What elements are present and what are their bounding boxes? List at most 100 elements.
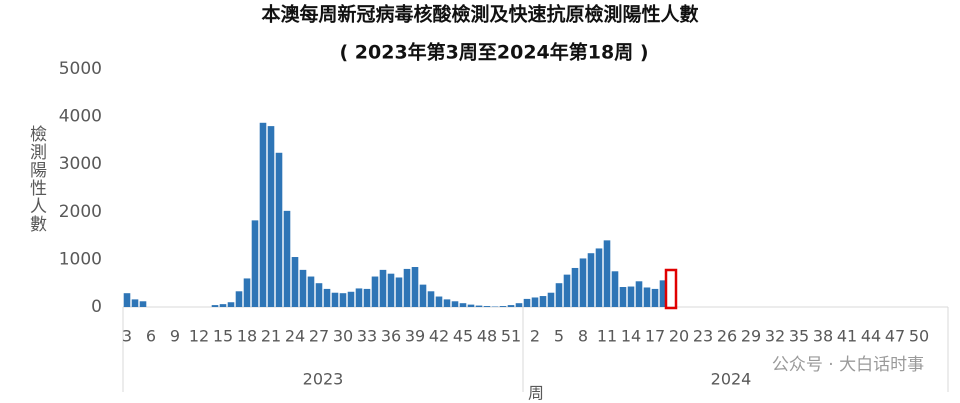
bar — [459, 303, 467, 307]
group-label: 2023 — [303, 370, 344, 389]
bar — [611, 271, 619, 307]
chart-subtitle: ( 2023年第3周至2024年第18周 ) — [339, 41, 648, 64]
group-label: 2024 — [711, 370, 752, 389]
bar — [507, 305, 515, 307]
bar — [475, 305, 483, 307]
bar — [587, 253, 595, 307]
x-tick-label: 23 — [693, 327, 713, 346]
bar — [651, 288, 659, 307]
bar — [291, 257, 299, 307]
bar — [515, 303, 523, 307]
x-tick-label: 30 — [333, 327, 353, 346]
bar — [259, 122, 267, 308]
bar — [123, 293, 131, 307]
bar — [435, 296, 443, 307]
x-tick-label: 41 — [837, 327, 857, 346]
bar — [387, 273, 395, 307]
y-tick-label: 4000 — [59, 107, 102, 127]
bar — [635, 281, 643, 307]
x-tick-label: 9 — [170, 327, 180, 346]
bar — [371, 276, 379, 307]
bar — [523, 298, 531, 307]
x-tick-label: 38 — [813, 327, 833, 346]
y-tick-label: 0 — [91, 297, 102, 317]
x-tick-label: 17 — [645, 327, 665, 346]
x-tick-label: 8 — [578, 327, 588, 346]
bar — [307, 276, 315, 307]
y-tick-label: 5000 — [59, 59, 102, 79]
x-tick-label: 36 — [381, 327, 401, 346]
bar — [659, 280, 667, 307]
x-tick-label: 2 — [530, 327, 540, 346]
bar — [451, 301, 459, 307]
bar — [555, 283, 563, 307]
x-tick-label: 44 — [861, 327, 881, 346]
x-tick-label: 32 — [765, 327, 785, 346]
bar — [595, 248, 603, 307]
bar — [227, 302, 235, 307]
x-tick-label: 51 — [501, 327, 521, 346]
bar — [531, 297, 539, 307]
x-tick-label: 39 — [405, 327, 425, 346]
x-tick-label: 5 — [554, 327, 564, 346]
y-tick-label: 3000 — [59, 154, 102, 174]
bar — [339, 293, 347, 307]
bar — [347, 291, 355, 307]
x-tick-label: 29 — [741, 327, 761, 346]
bar — [499, 306, 507, 307]
bar — [267, 126, 275, 308]
x-axis-label: 周 — [528, 384, 544, 403]
bar — [251, 220, 259, 307]
x-tick-label: 33 — [357, 327, 377, 346]
x-tick-label: 47 — [885, 327, 905, 346]
x-tick-label: 27 — [309, 327, 329, 346]
bar — [419, 284, 427, 307]
x-tick-label: 6 — [146, 327, 156, 346]
x-tick-label: 42 — [429, 327, 449, 346]
bar — [643, 287, 651, 307]
bar — [219, 304, 227, 307]
bar — [467, 304, 475, 307]
x-tick-label: 11 — [597, 327, 617, 346]
bar — [395, 277, 403, 307]
bar — [211, 305, 219, 307]
bar — [243, 278, 251, 307]
x-tick-label: 48 — [477, 327, 497, 346]
chart-title: 本澳每周新冠病毒核酸檢測及快速抗原檢測陽性人數 — [261, 3, 698, 26]
y-tick-label: 1000 — [59, 249, 102, 269]
bar — [563, 274, 571, 307]
bar — [571, 267, 579, 307]
x-tick-label: 15 — [213, 327, 233, 346]
x-tick-label: 14 — [621, 327, 641, 346]
bar — [139, 301, 147, 307]
bar — [427, 291, 435, 307]
x-tick-label: 26 — [717, 327, 737, 346]
x-tick-label: 50 — [909, 327, 929, 346]
x-tick-label: 20 — [669, 327, 689, 346]
bar — [539, 296, 547, 307]
y-tick-label: 2000 — [59, 202, 102, 222]
x-tick-label: 12 — [189, 327, 209, 346]
bar — [547, 292, 555, 307]
bar — [131, 299, 139, 307]
bar — [299, 269, 307, 307]
bar — [443, 299, 451, 307]
bar — [619, 287, 627, 307]
bar — [603, 240, 611, 307]
x-tick-label: 24 — [285, 327, 305, 346]
x-tick-label: 3 — [122, 327, 132, 346]
bar — [331, 292, 339, 307]
bar — [403, 268, 411, 307]
bar — [363, 288, 371, 307]
bar — [627, 286, 635, 307]
bar — [411, 267, 419, 307]
watermark: 公众号 · 大白话时事 — [772, 355, 924, 375]
bar — [483, 306, 491, 307]
x-tick-label: 21 — [261, 327, 281, 346]
x-tick-label: 35 — [789, 327, 809, 346]
x-tick-label: 18 — [237, 327, 257, 346]
bar — [355, 288, 363, 307]
bar — [275, 152, 283, 307]
bar — [323, 288, 331, 307]
